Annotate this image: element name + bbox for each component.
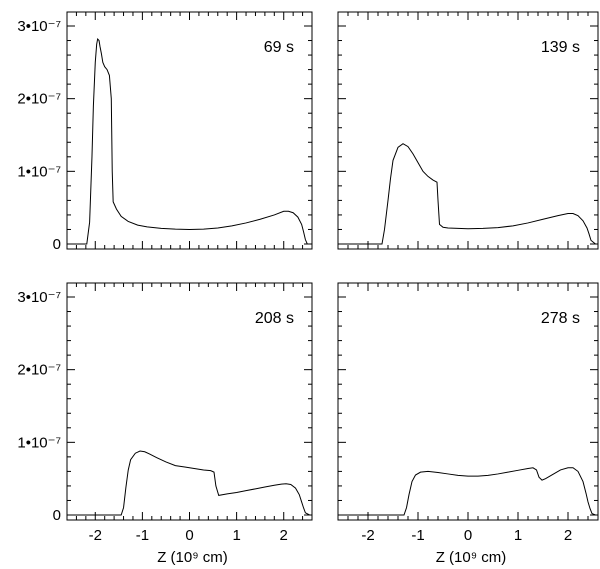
x-tick-label: -2 <box>361 527 374 544</box>
x-tick-label: 0 <box>464 527 472 544</box>
series-line <box>69 450 310 516</box>
y-ticks <box>67 296 312 516</box>
y-tick-label: 1•10⁻⁷ <box>17 434 61 451</box>
y-ticks <box>338 296 598 516</box>
y-tick-label: 3•10⁻⁷ <box>17 289 61 306</box>
x-ticks <box>66 12 313 249</box>
x-tick-label: 1 <box>514 527 522 544</box>
series-line <box>74 38 310 245</box>
x-tick-label: -1 <box>136 527 149 544</box>
panel-3: 0 1•10⁻⁷ 2•10⁻⁷ 3•10⁻⁷ -2 -1 0 1 2 Z (10⁹ cm) 208 … <box>17 282 313 566</box>
x-axis-label: Z (10⁹ cm) <box>157 549 228 566</box>
panel-4: -2 -1 0 1 2 Z (10⁹ cm) 278 s <box>337 282 599 566</box>
y-ticks <box>338 25 598 245</box>
panel-time-label: 69 s <box>264 39 294 56</box>
x-ticks <box>66 283 313 520</box>
x-tick-label: -2 <box>89 527 102 544</box>
y-tick-label: 2•10⁻⁷ <box>17 362 61 379</box>
x-tick-label: 2 <box>564 527 572 544</box>
y-tick-label: 3•10⁻⁷ <box>17 18 61 35</box>
panel-2: 139 s <box>337 11 599 250</box>
panel-time-label: 139 s <box>541 39 580 56</box>
y-tick-label: 2•10⁻⁷ <box>17 91 61 108</box>
series-line <box>340 143 596 245</box>
y-tick-label: 0 <box>53 236 61 253</box>
x-tick-label: -1 <box>411 527 424 544</box>
series-line <box>340 467 596 516</box>
y-tick-label: 1•10⁻⁷ <box>17 163 61 180</box>
x-ticks <box>337 12 599 249</box>
y-ticks <box>67 25 312 245</box>
x-tick-label: 2 <box>280 527 288 544</box>
panel-time-label: 278 s <box>541 310 580 327</box>
x-tick-label: 0 <box>185 527 193 544</box>
y-tick-label: 0 <box>53 507 61 524</box>
x-ticks <box>337 283 599 520</box>
x-tick-label: 1 <box>232 527 240 544</box>
panel-time-label: 208 s <box>255 310 294 327</box>
x-axis-label: Z (10⁹ cm) <box>436 549 507 566</box>
panel-1: 0 1•10⁻⁷ 2•10⁻⁷ 3•10⁻⁷ 69 s <box>17 11 313 253</box>
